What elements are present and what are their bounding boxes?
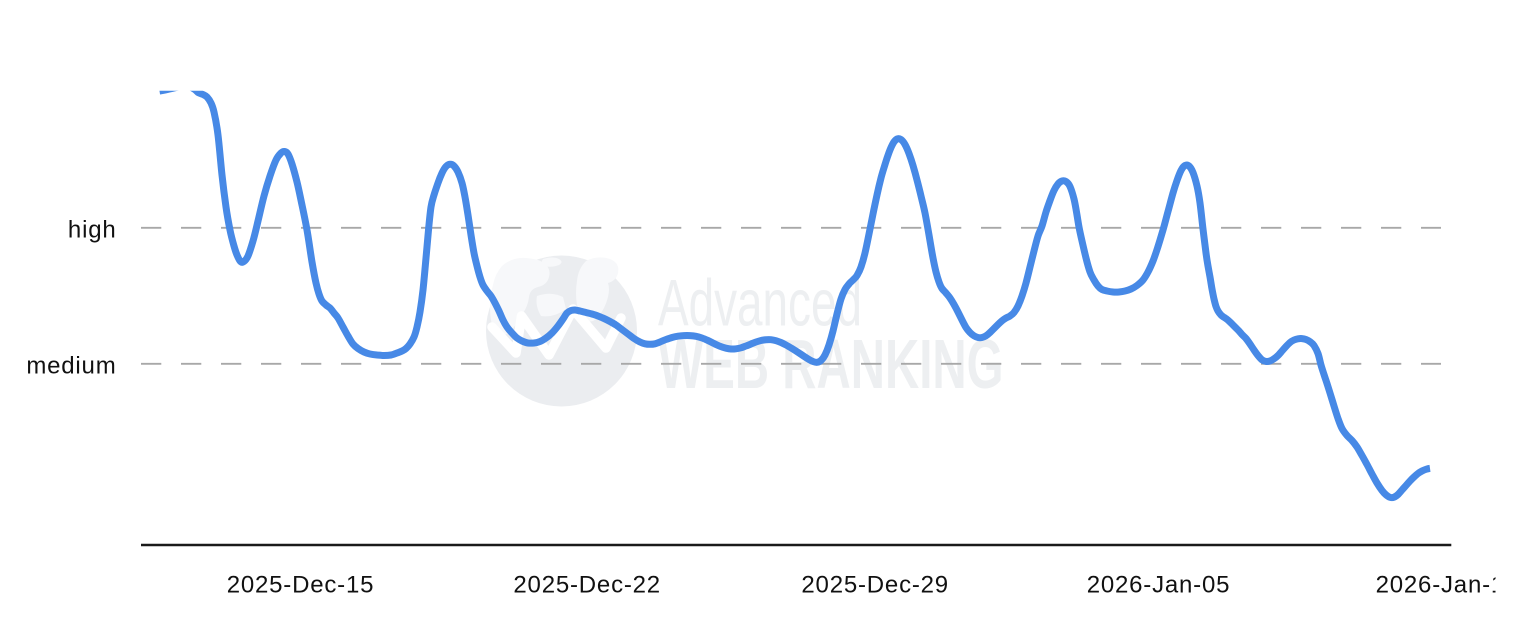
- svg-text:2025-Dec-15: 2025-Dec-15: [227, 571, 375, 598]
- svg-text:2025-Dec-29: 2025-Dec-29: [801, 571, 949, 598]
- svg-text:2026-Jan-12: 2026-Jan-12: [1376, 571, 1520, 598]
- svg-text:2025-Dec-22: 2025-Dec-22: [513, 571, 661, 598]
- svg-text:medium: medium: [26, 352, 116, 379]
- svg-text:high: high: [68, 216, 117, 243]
- svg-text:2026-Jan-05: 2026-Jan-05: [1087, 571, 1231, 598]
- svg-text:Advanced: Advanced: [658, 266, 862, 340]
